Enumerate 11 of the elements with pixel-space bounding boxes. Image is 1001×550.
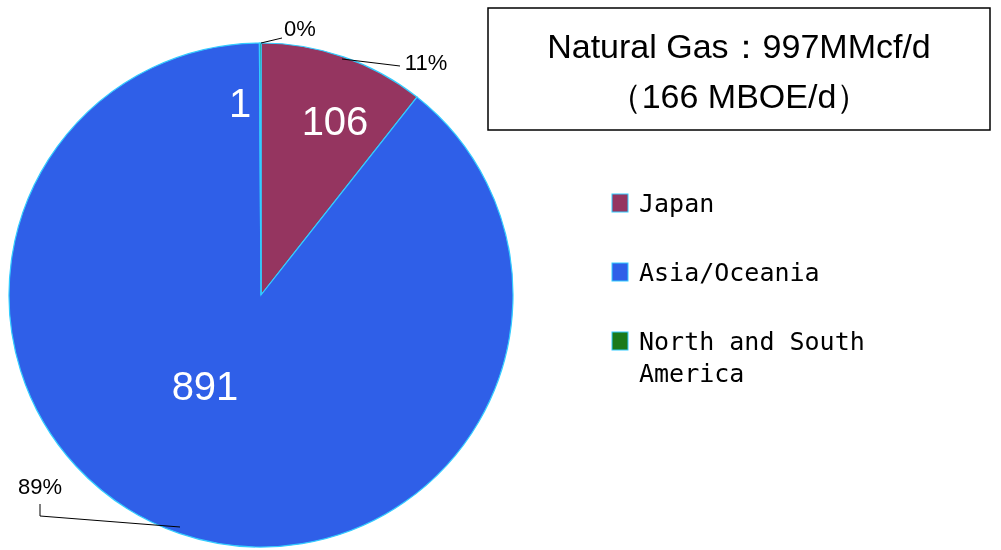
text: （166 MBOE/d）	[607, 77, 871, 115]
legend-label: North and South America	[639, 327, 865, 388]
chart-title: Natural Gas：997MMcf/d	[547, 27, 931, 65]
legend-label: Asia/Oceania	[639, 258, 820, 287]
data-label: 106	[301, 99, 369, 143]
text: 11%	[404, 50, 448, 75]
text: 0%	[284, 16, 316, 41]
data-label: 1	[228, 81, 252, 125]
text: 89%	[17, 474, 63, 499]
data-label: 891	[171, 364, 239, 408]
legend-label: Japan	[639, 189, 715, 218]
